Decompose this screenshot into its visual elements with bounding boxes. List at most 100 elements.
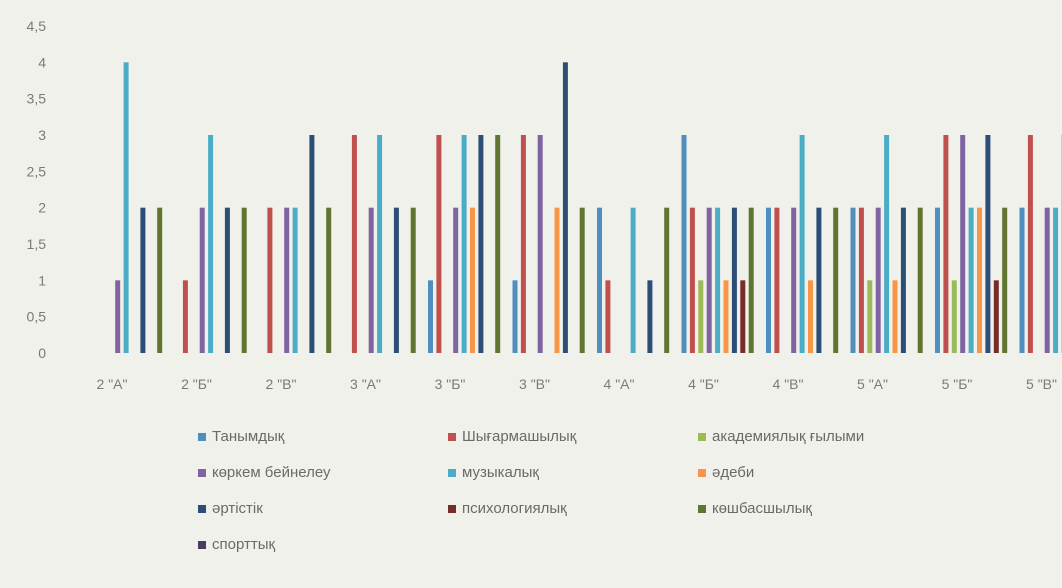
bar bbox=[495, 135, 501, 353]
legend-swatch bbox=[698, 468, 706, 477]
bar bbox=[917, 207, 923, 353]
legend-swatch bbox=[448, 468, 456, 477]
bar bbox=[689, 207, 695, 353]
bar bbox=[284, 207, 290, 353]
bar bbox=[520, 135, 526, 353]
x-tick-label: 4 "В" bbox=[773, 376, 804, 392]
bar bbox=[698, 280, 704, 353]
bar bbox=[681, 135, 687, 353]
legend-item: әдеби bbox=[698, 462, 958, 483]
bar bbox=[816, 207, 822, 353]
legend-item: психологиялық bbox=[448, 498, 698, 519]
bar bbox=[351, 135, 357, 353]
y-tick-label: 1 bbox=[38, 272, 46, 288]
bar bbox=[766, 207, 771, 353]
bar bbox=[140, 207, 146, 353]
bar bbox=[723, 280, 729, 353]
legend-label: спорттық bbox=[212, 536, 276, 553]
bar bbox=[875, 207, 881, 353]
bar bbox=[461, 135, 467, 353]
bar bbox=[512, 280, 518, 353]
legend-swatch bbox=[448, 432, 456, 441]
bar bbox=[453, 207, 459, 353]
bar bbox=[808, 280, 813, 353]
bar bbox=[123, 62, 129, 353]
bar bbox=[715, 207, 721, 353]
bar bbox=[1002, 207, 1008, 353]
x-tick-label: 2 "В" bbox=[266, 376, 297, 392]
bar bbox=[858, 207, 864, 353]
y-tick-label: 0 bbox=[38, 345, 46, 361]
bar bbox=[182, 280, 188, 353]
legend-item: көшбасшылық bbox=[698, 498, 958, 519]
legend-swatch bbox=[698, 432, 706, 441]
bar bbox=[537, 135, 543, 353]
bar bbox=[478, 135, 484, 353]
legend-swatch bbox=[698, 504, 706, 513]
bar bbox=[884, 135, 890, 353]
bar bbox=[647, 280, 653, 353]
legend-swatch bbox=[198, 432, 206, 441]
bar bbox=[208, 135, 214, 353]
x-tick-label: 4 "Б" bbox=[688, 376, 719, 392]
y-tick-label: 3 bbox=[38, 127, 46, 143]
y-tick-label: 2 bbox=[38, 200, 46, 216]
legend-item: академиялық ғылыми bbox=[698, 426, 958, 447]
legend-label: Танымдық bbox=[212, 428, 285, 445]
bar bbox=[740, 280, 746, 353]
bar bbox=[241, 207, 247, 353]
legend-item: Шығармашылық bbox=[448, 426, 698, 447]
legend-label: әдеби bbox=[712, 464, 755, 481]
bar bbox=[985, 135, 991, 353]
x-tick-label: 4 "А" bbox=[604, 376, 635, 392]
bar bbox=[968, 207, 974, 353]
bar bbox=[1044, 207, 1050, 353]
legend-label: көшбасшылық bbox=[712, 500, 812, 517]
bar bbox=[292, 207, 298, 353]
x-tick-label: 3 "А" bbox=[350, 376, 381, 392]
bar bbox=[892, 280, 898, 353]
y-tick-label: 2,5 bbox=[27, 163, 47, 179]
bar bbox=[833, 207, 839, 353]
bar bbox=[470, 207, 475, 353]
bar bbox=[748, 207, 754, 353]
bar bbox=[436, 135, 442, 353]
bar bbox=[951, 280, 957, 353]
chart-legend: Танымдық Шығармашылық академиялық ғылыми кө… bbox=[198, 426, 958, 555]
bar bbox=[664, 207, 670, 353]
bar bbox=[267, 207, 273, 353]
bar bbox=[605, 280, 611, 353]
bar bbox=[943, 135, 949, 353]
legend-label: музыкалық bbox=[462, 464, 539, 481]
legend-swatch bbox=[198, 468, 206, 477]
bar bbox=[977, 207, 982, 353]
bar bbox=[157, 207, 163, 353]
legend-label: әртістік bbox=[212, 500, 263, 517]
bar bbox=[199, 207, 205, 353]
bar bbox=[410, 207, 416, 353]
bar bbox=[867, 280, 873, 353]
legend-label: психологиялық bbox=[462, 500, 567, 517]
bar bbox=[630, 207, 636, 353]
bar bbox=[115, 280, 121, 353]
bar bbox=[562, 62, 568, 353]
legend-label: академиялық ғылыми bbox=[712, 428, 865, 445]
x-tick-label: 5 "А" bbox=[857, 376, 888, 392]
legend-swatch bbox=[198, 504, 206, 513]
bar bbox=[731, 207, 737, 353]
bar bbox=[428, 280, 433, 353]
bar bbox=[706, 207, 712, 353]
legend-item: көркем бейнелеу bbox=[198, 462, 448, 483]
y-tick-label: 4,5 bbox=[27, 18, 47, 34]
x-tick-label: 3 "В" bbox=[519, 376, 550, 392]
bar-chart: 0 0,5 1 1,5 2 2,5 3 3,5 4 4,5 2 "А" 2 "Б" 2 "В" 3 "А"… bbox=[27, 18, 1062, 392]
bar bbox=[309, 135, 315, 353]
legend-swatch bbox=[448, 504, 456, 513]
bar bbox=[326, 207, 332, 353]
bar bbox=[993, 280, 999, 353]
legend-label: Шығармашылық bbox=[462, 428, 577, 445]
legend-swatch bbox=[198, 540, 206, 549]
bar bbox=[579, 207, 585, 353]
x-tick-label: 5 "В" bbox=[1026, 376, 1057, 392]
